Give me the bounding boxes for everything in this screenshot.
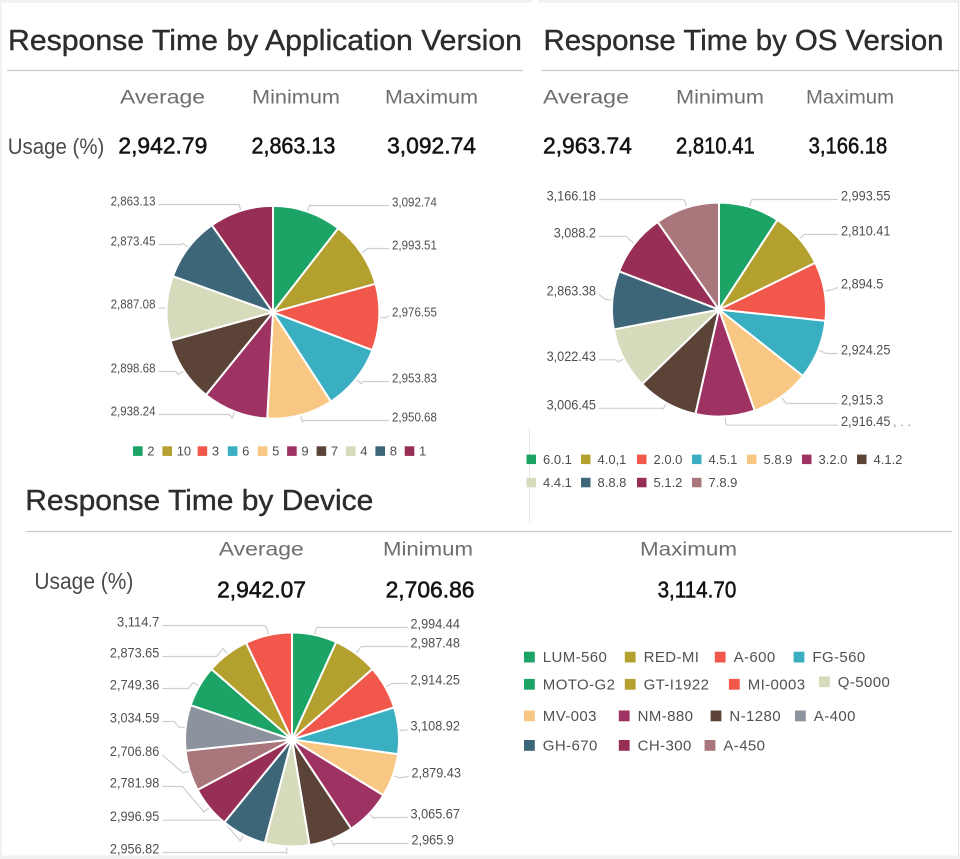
- svg-text:A-400: A-400: [814, 708, 856, 725]
- svg-text:Minimum: Minimum: [252, 88, 340, 109]
- svg-text:3,092.74: 3,092.74: [387, 133, 476, 159]
- svg-text:, . .: , . .: [893, 414, 911, 429]
- svg-text:1: 1: [419, 443, 426, 458]
- svg-text:Response Time by OS Version: Response Time by OS Version: [544, 25, 944, 57]
- svg-text:2: 2: [147, 443, 154, 458]
- svg-text:3,034.59: 3,034.59: [110, 711, 159, 726]
- svg-text:2,953.83: 2,953.83: [392, 372, 437, 386]
- svg-text:5.8.9: 5.8.9: [764, 452, 793, 467]
- svg-text:2,810.41: 2,810.41: [841, 224, 890, 239]
- svg-text:Maximum: Maximum: [806, 88, 894, 109]
- svg-text:2,887.08: 2,887.08: [111, 298, 156, 312]
- svg-text:3,114.7: 3,114.7: [117, 615, 159, 630]
- svg-text:2,942.79: 2,942.79: [118, 133, 207, 159]
- svg-text:7.8.9: 7.8.9: [709, 475, 738, 490]
- svg-text:LUM-560: LUM-560: [543, 649, 608, 666]
- svg-text:5: 5: [272, 443, 279, 458]
- svg-text:3: 3: [212, 443, 219, 458]
- svg-text:Response Time by Device: Response Time by Device: [25, 485, 373, 517]
- svg-text:CH-300: CH-300: [638, 738, 692, 755]
- svg-text:2,996.95: 2,996.95: [110, 809, 159, 824]
- svg-text:2,965.9: 2,965.9: [412, 833, 454, 848]
- svg-text:2,956.82: 2,956.82: [110, 842, 159, 857]
- svg-text:7: 7: [331, 443, 338, 458]
- svg-text:FG-560: FG-560: [812, 649, 865, 666]
- svg-text:2,863.38: 2,863.38: [547, 284, 596, 299]
- svg-text:3,166.18: 3,166.18: [547, 189, 596, 204]
- svg-text:2,749.36: 2,749.36: [110, 678, 159, 693]
- svg-text:MV-003: MV-003: [543, 708, 597, 725]
- svg-text:GH-670: GH-670: [543, 738, 598, 755]
- svg-text:2,879.43: 2,879.43: [412, 766, 461, 781]
- svg-text:2,950.68: 2,950.68: [392, 411, 437, 425]
- svg-text:3,108.92: 3,108.92: [411, 719, 460, 734]
- svg-text:NM-880: NM-880: [638, 708, 694, 725]
- svg-text:3,006.45: 3,006.45: [547, 397, 596, 412]
- svg-text:8: 8: [390, 443, 397, 458]
- svg-text:8.8.8: 8.8.8: [598, 475, 627, 490]
- svg-text:5.1.2: 5.1.2: [654, 475, 683, 490]
- svg-text:Usage (%): Usage (%): [34, 568, 133, 594]
- svg-text:Q-5000: Q-5000: [838, 674, 890, 691]
- svg-text:A-450: A-450: [723, 738, 765, 755]
- svg-text:2,963.74: 2,963.74: [543, 133, 632, 159]
- svg-text:2,916.45: 2,916.45: [841, 414, 890, 429]
- svg-text:MOTO-G2: MOTO-G2: [543, 676, 616, 693]
- svg-text:Response Time by Application V: Response Time by Application Version: [8, 25, 522, 57]
- svg-text:Minimum: Minimum: [676, 88, 764, 109]
- svg-text:Usage (%): Usage (%): [8, 134, 105, 159]
- svg-text:Average: Average: [543, 88, 629, 109]
- svg-text:4: 4: [360, 443, 367, 458]
- svg-text:GT-I1922: GT-I1922: [644, 676, 710, 693]
- svg-text:2,706.86: 2,706.86: [386, 577, 475, 603]
- svg-text:2,915.3: 2,915.3: [841, 393, 883, 408]
- svg-text:2,942.07: 2,942.07: [217, 577, 306, 603]
- svg-text:4.5.1: 4.5.1: [709, 452, 738, 467]
- svg-text:6: 6: [242, 443, 249, 458]
- svg-text:3,065.67: 3,065.67: [411, 807, 460, 822]
- svg-text:2,873.65: 2,873.65: [110, 646, 159, 661]
- svg-text:3,088.2: 3,088.2: [554, 225, 596, 240]
- svg-text:3,166.18: 3,166.18: [809, 133, 888, 159]
- svg-text:2,987.48: 2,987.48: [411, 636, 460, 651]
- svg-text:2,976.55: 2,976.55: [392, 306, 437, 320]
- svg-text:3.2.0: 3.2.0: [819, 452, 848, 467]
- svg-text:6.0.1: 6.0.1: [543, 452, 572, 467]
- svg-text:2,924.25: 2,924.25: [841, 343, 890, 358]
- svg-text:2,894.5: 2,894.5: [841, 277, 883, 292]
- svg-text:Average: Average: [219, 540, 304, 561]
- svg-text:3,092.74: 3,092.74: [392, 196, 437, 210]
- svg-text:2,898.68: 2,898.68: [111, 362, 156, 376]
- svg-text:2,994.44: 2,994.44: [411, 617, 461, 632]
- svg-text:A-600: A-600: [734, 649, 776, 666]
- svg-text:Maximum: Maximum: [385, 88, 478, 109]
- svg-text:4.0,1: 4.0,1: [598, 452, 627, 467]
- svg-text:Maximum: Maximum: [640, 540, 737, 561]
- svg-text:9: 9: [301, 443, 308, 458]
- svg-text:3,114.70: 3,114.70: [658, 577, 737, 603]
- svg-text:MI-0003: MI-0003: [748, 676, 806, 693]
- svg-text:2,993.51: 2,993.51: [392, 239, 437, 253]
- svg-text:2,810.41: 2,810.41: [676, 133, 755, 159]
- svg-text:2,863.13: 2,863.13: [111, 195, 156, 209]
- svg-text:4.4.1: 4.4.1: [543, 475, 572, 490]
- svg-text:3,022.43: 3,022.43: [547, 349, 596, 364]
- svg-text:Minimum: Minimum: [383, 540, 473, 561]
- svg-text:2,914.25: 2,914.25: [411, 673, 460, 688]
- svg-text:2,706.86: 2,706.86: [110, 744, 159, 759]
- svg-text:RED-MI: RED-MI: [644, 649, 700, 666]
- svg-text:10: 10: [177, 443, 191, 458]
- svg-text:2,863.13: 2,863.13: [252, 133, 336, 159]
- svg-text:2,993.55: 2,993.55: [841, 189, 890, 204]
- svg-text:Average: Average: [120, 88, 205, 109]
- svg-text:4.1.2: 4.1.2: [874, 452, 903, 467]
- svg-text:2,938.24: 2,938.24: [111, 405, 156, 419]
- svg-text:2.0.0: 2.0.0: [654, 452, 683, 467]
- svg-text:2,873.45: 2,873.45: [111, 235, 156, 249]
- svg-text:2,781.98: 2,781.98: [110, 776, 159, 791]
- svg-text:N-1280: N-1280: [729, 708, 781, 725]
